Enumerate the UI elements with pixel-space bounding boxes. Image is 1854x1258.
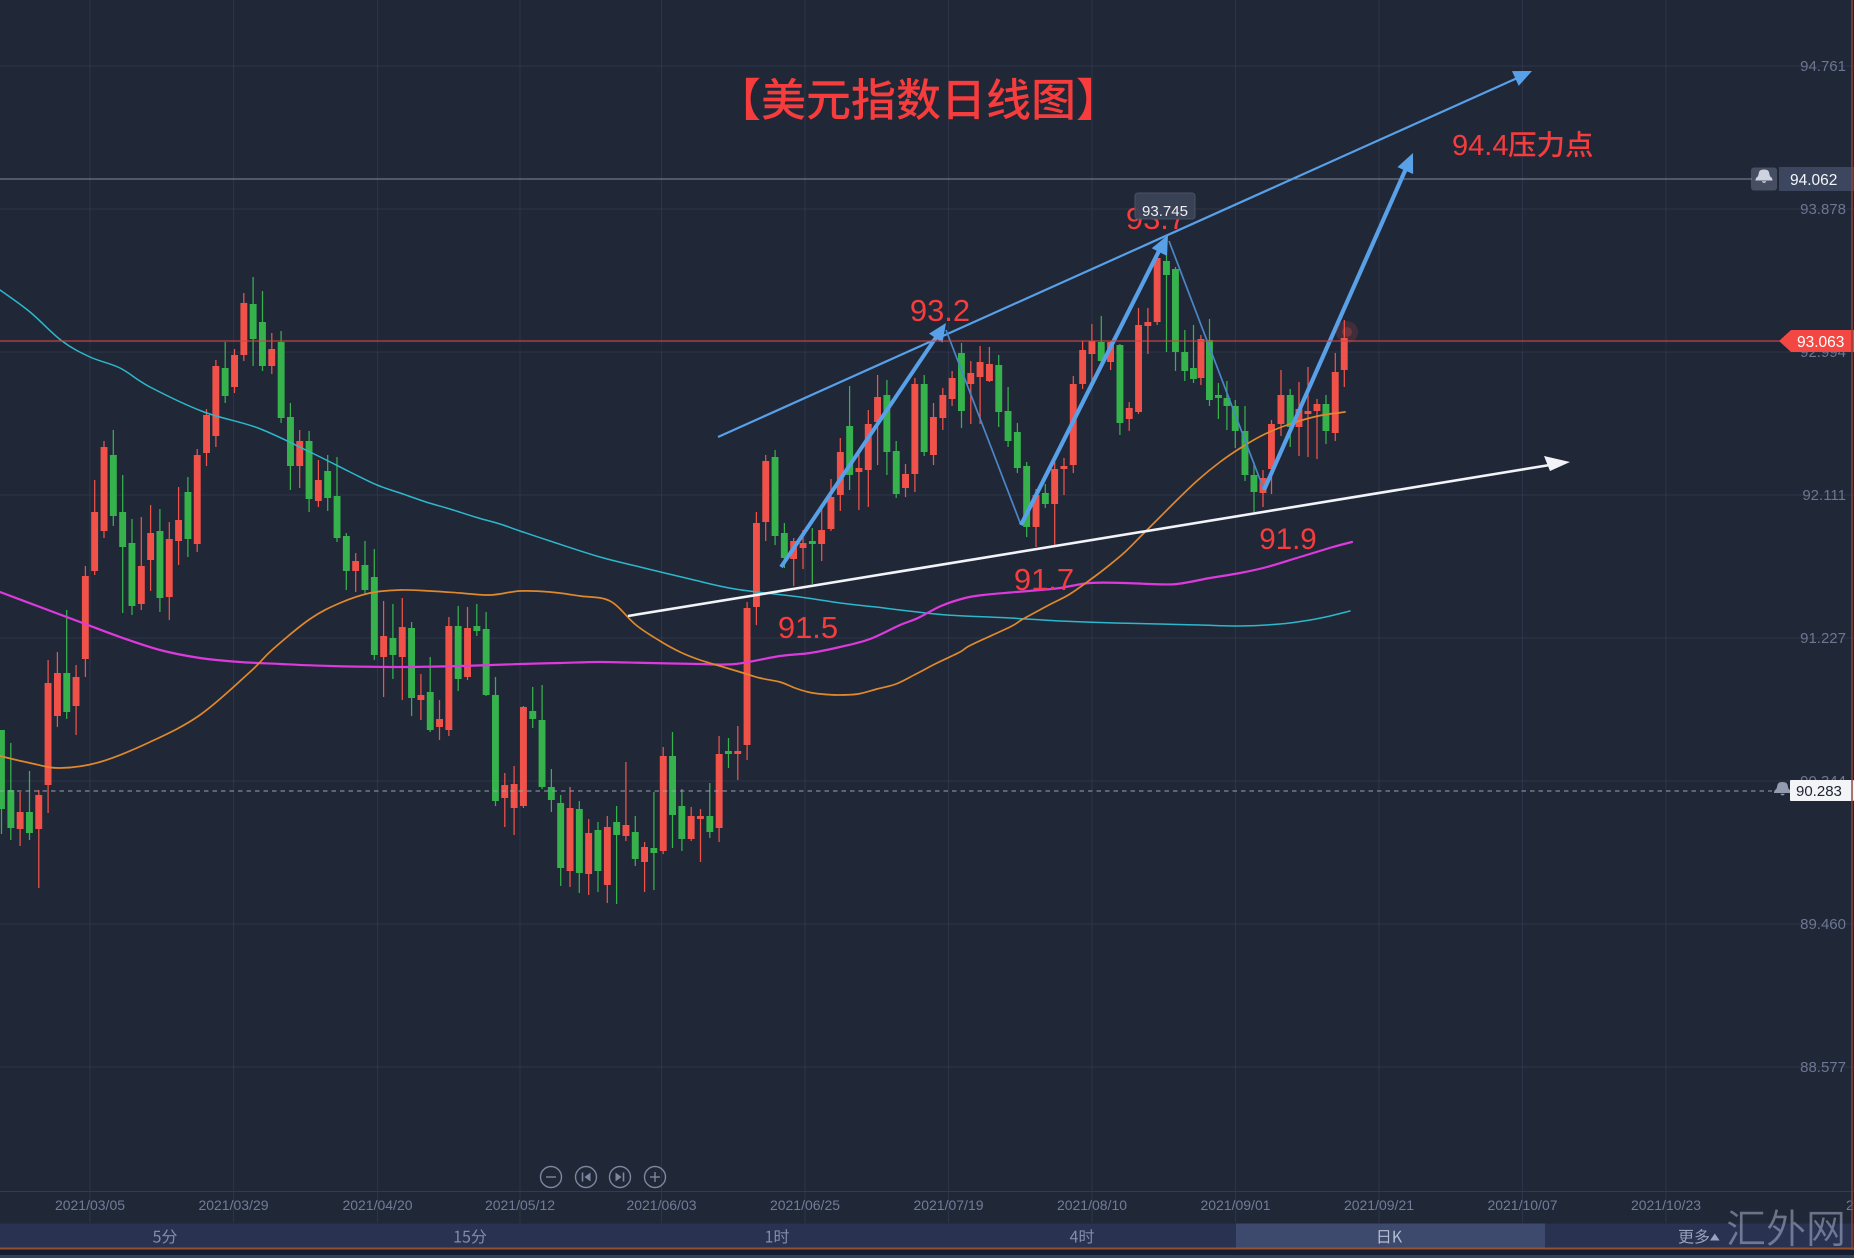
svg-text:2021/09/21: 2021/09/21 <box>1344 1197 1414 1213</box>
svg-text:91.7: 91.7 <box>1014 562 1074 597</box>
svg-text:2021/04/20: 2021/04/20 <box>342 1197 412 1213</box>
svg-text:2021/03/29: 2021/03/29 <box>198 1197 268 1213</box>
svg-text:2021/09/01: 2021/09/01 <box>1200 1197 1270 1213</box>
svg-text:93.063: 93.063 <box>1797 334 1844 351</box>
svg-text:93.2: 93.2 <box>910 293 970 328</box>
svg-text:94.4: 94.4 <box>1452 130 1508 162</box>
svg-text:2021/07/19: 2021/07/19 <box>913 1197 983 1213</box>
svg-text:2021/10/07: 2021/10/07 <box>1487 1197 1557 1213</box>
svg-text:2021/06/25: 2021/06/25 <box>770 1197 840 1213</box>
svg-text:92.111: 92.111 <box>1802 487 1846 504</box>
svg-text:89.460: 89.460 <box>1800 916 1846 933</box>
svg-text:2021/08/10: 2021/08/10 <box>1057 1197 1127 1213</box>
svg-text:88.577: 88.577 <box>1800 1059 1846 1076</box>
svg-text:2021/03/05: 2021/03/05 <box>55 1197 125 1213</box>
svg-text:91.5: 91.5 <box>778 610 838 645</box>
svg-text:2021/06/03: 2021/06/03 <box>626 1197 696 1213</box>
svg-text:94.761: 94.761 <box>1800 58 1846 75</box>
svg-text:91.227: 91.227 <box>1800 630 1846 647</box>
svg-text:2021/05/12: 2021/05/12 <box>485 1197 555 1213</box>
svg-text:20: 20 <box>1846 1197 1854 1213</box>
svg-text:90.283: 90.283 <box>1796 783 1842 800</box>
svg-text:94.062: 94.062 <box>1790 172 1837 189</box>
svg-text:2021/10/23: 2021/10/23 <box>1631 1197 1701 1213</box>
svg-text:93.878: 93.878 <box>1800 201 1846 218</box>
svg-text:91.9: 91.9 <box>1259 523 1316 556</box>
svg-text:93.745: 93.745 <box>1142 203 1188 220</box>
